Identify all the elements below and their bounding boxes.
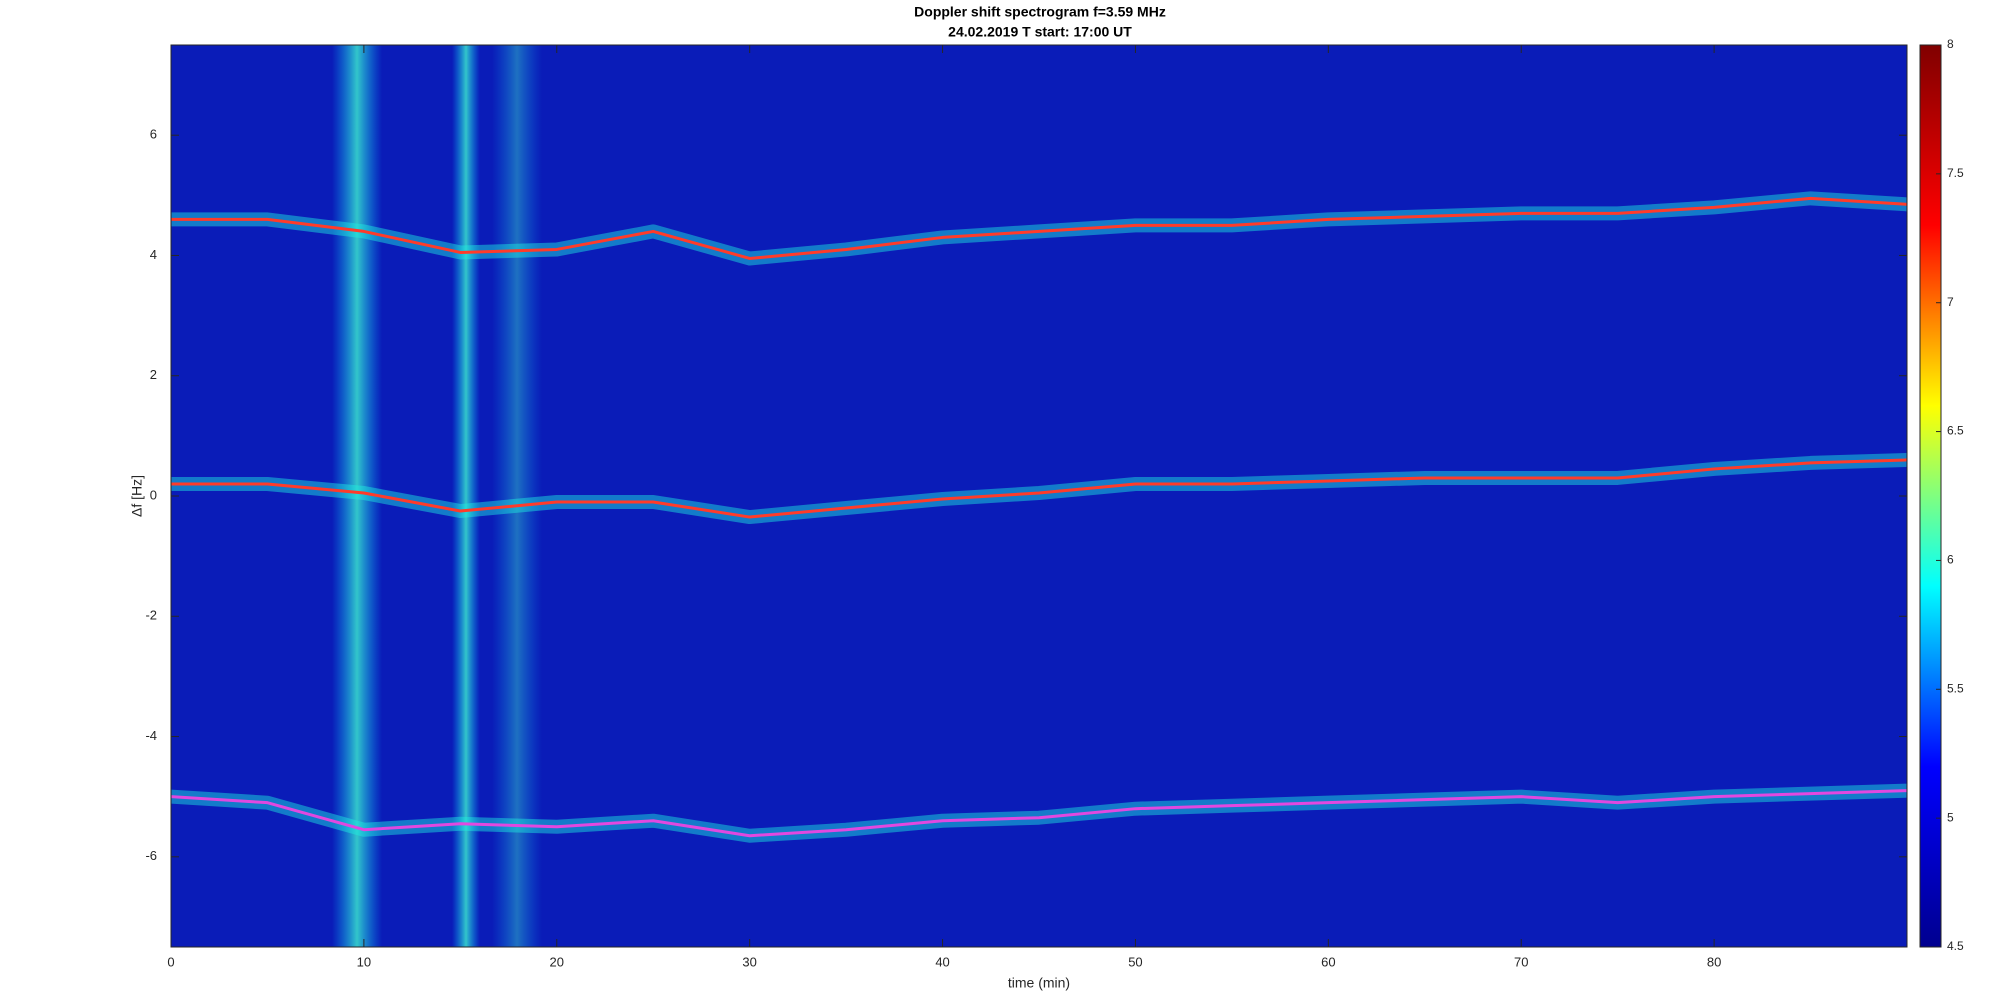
x-tick-label: 70	[1514, 954, 1528, 969]
x-tick-label: 80	[1707, 954, 1721, 969]
interference-band	[492, 45, 542, 947]
y-tick-label: -4	[145, 728, 157, 743]
trace	[171, 196, 1907, 260]
colorbar-tick-label: 7.5	[1947, 166, 1964, 180]
y-tick-label: 6	[150, 127, 157, 142]
y-tick-label: 0	[150, 487, 157, 502]
chart-title: Doppler shift spectrogram f=3.59 MHz	[914, 4, 1166, 20]
x-tick-label: 50	[1128, 954, 1142, 969]
y-tick-label: 4	[150, 247, 157, 262]
x-tick-label: 0	[167, 954, 174, 969]
colorbar	[1919, 44, 1942, 948]
trace	[171, 458, 1907, 519]
x-tick-label: 60	[1321, 954, 1335, 969]
y-tick-label: -6	[145, 848, 157, 863]
chart-subtitle: 24.02.2019 T start: 17:00 UT	[948, 24, 1132, 40]
x-axis-label: time (min)	[1008, 975, 1070, 991]
x-tick-label: 40	[935, 954, 949, 969]
y-axis-label: Δf [Hz]	[129, 475, 145, 517]
colorbar-tick-label: 4.5	[1947, 939, 1964, 953]
colorbar-tick-label: 5	[1947, 810, 1954, 824]
y-tick-label: 2	[150, 367, 157, 382]
colorbar-tick-label: 7	[1947, 295, 1954, 309]
colorbar-tick-label: 6.5	[1947, 424, 1964, 438]
interference-band	[452, 45, 480, 947]
colorbar-tick-label: 6	[1947, 553, 1954, 567]
trace	[171, 789, 1907, 838]
x-tick-label: 20	[550, 954, 564, 969]
colorbar-tick-label: 5.5	[1947, 681, 1964, 695]
traces	[171, 191, 1907, 843]
x-tick-label: 10	[357, 954, 371, 969]
x-tick-label: 30	[742, 954, 756, 969]
colorbar-tick-label: 8	[1947, 37, 1954, 51]
y-tick-label: -2	[145, 608, 157, 623]
